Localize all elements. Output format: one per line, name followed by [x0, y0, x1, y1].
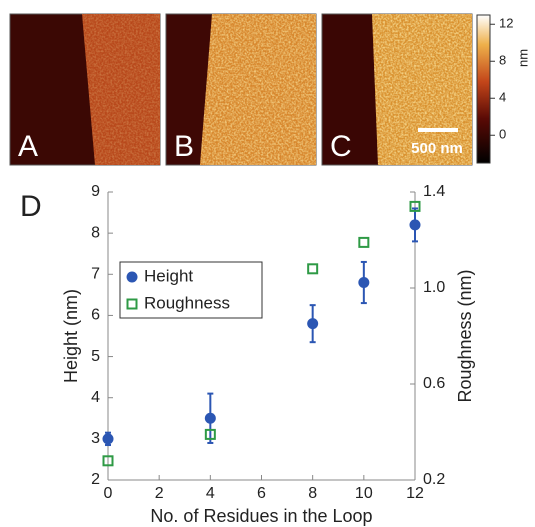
point: [307, 318, 319, 330]
colorbar-label: nm: [515, 49, 530, 67]
legend-label: Roughness: [144, 293, 230, 312]
colorbar-tick-label: 12: [499, 16, 513, 31]
point: [307, 263, 319, 275]
colorbar: [476, 14, 491, 164]
point: [204, 428, 216, 440]
y2-tick-label: 1.4: [423, 183, 445, 200]
scale-bar-label: 500 nm: [411, 140, 463, 157]
x-tick-label: 10: [355, 485, 373, 502]
afm-image: A: [9, 13, 161, 166]
x-tick-label: 0: [104, 485, 113, 502]
point: [409, 219, 421, 231]
x-tick-label: 8: [308, 485, 317, 502]
afm-image: C 500 nm: [321, 13, 473, 166]
panel-label: B: [174, 130, 194, 163]
y-tick-label: 7: [91, 266, 100, 283]
y-tick-label: 3: [91, 430, 100, 447]
y2-tick-label: 0.2: [423, 471, 445, 488]
y-tick-label: 2: [91, 471, 100, 488]
x-tick-label: 12: [406, 485, 424, 502]
y-tick-label: 8: [91, 224, 100, 241]
y2-axis-label: Roughness (nm): [455, 269, 475, 402]
panel-label: A: [18, 130, 38, 163]
legend-box: [119, 261, 263, 319]
legend-marker: [126, 271, 138, 283]
colorbar-tick-label: 8: [499, 53, 506, 68]
colorbar-tick-label: 0: [499, 127, 506, 142]
point: [102, 433, 114, 445]
y-axis-label: Height (nm): [61, 289, 81, 383]
panel-label: D: [20, 190, 42, 223]
y-tick-label: 6: [91, 307, 100, 324]
y2-tick-label: 0.6: [423, 375, 445, 392]
scale-bar: [418, 128, 458, 132]
afm-image: B: [165, 13, 317, 166]
x-tick-label: 6: [257, 485, 266, 502]
point: [204, 412, 216, 424]
legend-marker: [126, 298, 138, 310]
y-tick-label: 4: [91, 389, 100, 406]
point: [409, 200, 421, 212]
legend-label: Height: [144, 266, 193, 285]
y-tick-label: 9: [91, 183, 100, 200]
y-tick-label: 5: [91, 348, 100, 365]
point: [358, 277, 370, 289]
point: [358, 236, 370, 248]
colorbar-tick-label: 4: [499, 90, 506, 105]
x-axis-label: No. of Residues in the Loop: [150, 506, 372, 526]
x-tick-label: 2: [155, 485, 164, 502]
x-tick-label: 4: [206, 485, 215, 502]
panel-label: C: [330, 130, 352, 163]
point: [102, 455, 114, 467]
y2-tick-label: 1.0: [423, 279, 445, 296]
